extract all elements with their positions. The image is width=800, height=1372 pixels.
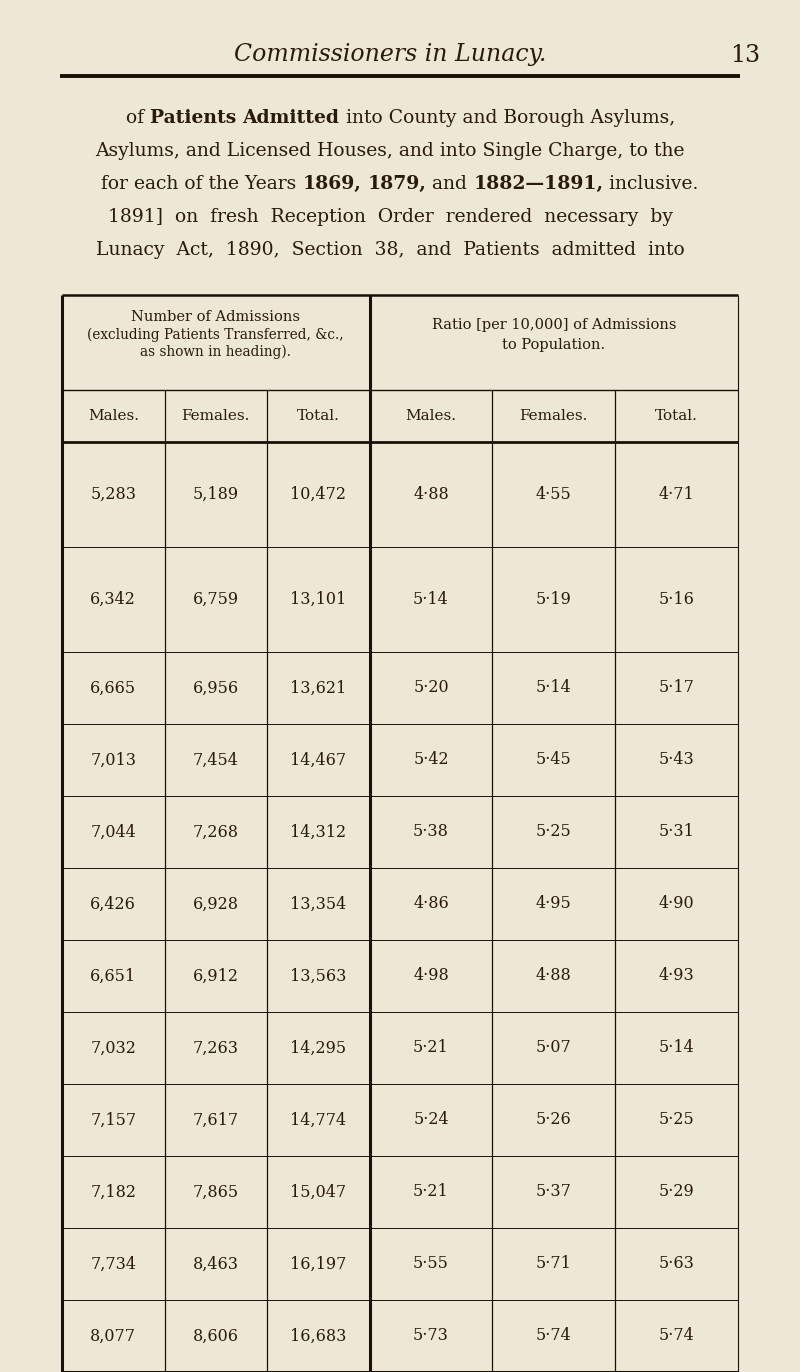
Text: 5·21: 5·21 — [413, 1040, 449, 1056]
Text: 4·88: 4·88 — [413, 486, 449, 504]
Text: Number of Admissions: Number of Admissions — [131, 310, 300, 324]
Text: Total.: Total. — [655, 409, 698, 423]
Text: 7,032: 7,032 — [90, 1040, 136, 1056]
Text: 7,734: 7,734 — [90, 1255, 136, 1272]
Text: 10,472: 10,472 — [290, 486, 346, 504]
Text: 5·19: 5·19 — [536, 591, 572, 608]
Text: 4·95: 4·95 — [536, 896, 572, 912]
Text: 4·90: 4·90 — [658, 896, 694, 912]
Text: 5,283: 5,283 — [90, 486, 136, 504]
Text: 5·42: 5·42 — [413, 752, 449, 768]
Text: 4·88: 4·88 — [536, 967, 572, 985]
Text: 5·74: 5·74 — [536, 1328, 572, 1345]
Text: 4·71: 4·71 — [658, 486, 694, 504]
Text: 5·07: 5·07 — [536, 1040, 572, 1056]
Text: 7,044: 7,044 — [90, 823, 136, 841]
Text: 1869,: 1869, — [302, 176, 362, 193]
Text: 5·37: 5·37 — [536, 1184, 572, 1200]
Text: Females.: Females. — [520, 409, 588, 423]
Text: 7,013: 7,013 — [90, 752, 136, 768]
Text: 6,956: 6,956 — [193, 679, 239, 697]
Text: Females.: Females. — [182, 409, 250, 423]
Text: Commissioners in Lunacy.: Commissioners in Lunacy. — [234, 44, 546, 66]
Text: 6,928: 6,928 — [193, 896, 238, 912]
Text: 5·16: 5·16 — [658, 591, 694, 608]
Text: 16,683: 16,683 — [290, 1328, 346, 1345]
Text: 7,865: 7,865 — [193, 1184, 239, 1200]
Text: 5·38: 5·38 — [413, 823, 449, 841]
Text: 13,354: 13,354 — [290, 896, 346, 912]
Text: into County and Borough Asylums,: into County and Borough Asylums, — [346, 108, 675, 128]
Text: 5·21: 5·21 — [413, 1184, 449, 1200]
Text: 6,759: 6,759 — [193, 591, 239, 608]
Text: 5·45: 5·45 — [536, 752, 572, 768]
Text: 14,295: 14,295 — [290, 1040, 346, 1056]
Text: 7,263: 7,263 — [193, 1040, 238, 1056]
Text: 5·55: 5·55 — [413, 1255, 449, 1272]
Text: 5·71: 5·71 — [536, 1255, 572, 1272]
Text: 5·24: 5·24 — [413, 1111, 449, 1129]
Text: 6,665: 6,665 — [90, 679, 136, 697]
Text: of: of — [126, 108, 150, 128]
Text: 13,101: 13,101 — [290, 591, 346, 608]
Text: 1879,: 1879, — [367, 176, 426, 193]
Text: 13,621: 13,621 — [290, 679, 346, 697]
Text: for each of the Years: for each of the Years — [102, 176, 302, 193]
Text: 5,189: 5,189 — [193, 486, 239, 504]
Text: 4·55: 4·55 — [536, 486, 572, 504]
Text: Patients: Patients — [150, 108, 242, 128]
Text: 14,774: 14,774 — [290, 1111, 346, 1129]
Text: 4·93: 4·93 — [658, 967, 694, 985]
Text: Asylums, and Licensed Houses, and into Single Charge, to the: Asylums, and Licensed Houses, and into S… — [95, 141, 685, 161]
Text: 5·14: 5·14 — [658, 1040, 694, 1056]
Text: 5·29: 5·29 — [658, 1184, 694, 1200]
Text: to Population.: to Population. — [502, 338, 606, 353]
Text: 5·43: 5·43 — [658, 752, 694, 768]
Text: 14,467: 14,467 — [290, 752, 346, 768]
Text: 7,454: 7,454 — [193, 752, 238, 768]
Text: Total.: Total. — [297, 409, 340, 423]
Text: 8,077: 8,077 — [90, 1328, 136, 1345]
Text: 7,617: 7,617 — [193, 1111, 239, 1129]
Text: 6,426: 6,426 — [90, 896, 136, 912]
Text: 16,197: 16,197 — [290, 1255, 346, 1272]
Text: 1882—1891,: 1882—1891, — [474, 176, 603, 193]
Text: 5·25: 5·25 — [536, 823, 572, 841]
Text: 6,651: 6,651 — [90, 967, 136, 985]
Text: 7,182: 7,182 — [90, 1184, 136, 1200]
Text: 4·98: 4·98 — [413, 967, 449, 985]
Text: 15,047: 15,047 — [290, 1184, 346, 1200]
Text: 5·14: 5·14 — [413, 591, 449, 608]
Text: and: and — [426, 176, 474, 193]
Text: 5·74: 5·74 — [658, 1328, 694, 1345]
Text: Lunacy  Act,  1890,  Section  38,  and  Patients  admitted  into: Lunacy Act, 1890, Section 38, and Patien… — [96, 241, 684, 259]
Text: 5·63: 5·63 — [658, 1255, 694, 1272]
Text: 5·25: 5·25 — [658, 1111, 694, 1129]
Text: 7,268: 7,268 — [193, 823, 238, 841]
Text: Admitted: Admitted — [242, 108, 346, 128]
Text: 5·20: 5·20 — [413, 679, 449, 697]
Text: 13: 13 — [730, 44, 760, 66]
Text: 4·86: 4·86 — [413, 896, 449, 912]
Text: Males.: Males. — [406, 409, 457, 423]
Text: 13,563: 13,563 — [290, 967, 346, 985]
Text: 8,606: 8,606 — [193, 1328, 238, 1345]
Text: 5·14: 5·14 — [536, 679, 572, 697]
Text: 6,912: 6,912 — [193, 967, 238, 985]
Text: as shown in heading).: as shown in heading). — [140, 344, 291, 359]
Text: 6,342: 6,342 — [90, 591, 136, 608]
Text: 1891]  on  fresh  Reception  Order  rendered  necessary  by: 1891] on fresh Reception Order rendered … — [107, 209, 673, 226]
Text: 14,312: 14,312 — [290, 823, 346, 841]
Text: 5·17: 5·17 — [658, 679, 694, 697]
Text: 5·26: 5·26 — [536, 1111, 572, 1129]
Text: 5·73: 5·73 — [413, 1328, 449, 1345]
Text: (excluding Patients Transferred, &c.,: (excluding Patients Transferred, &c., — [87, 328, 344, 342]
Text: 8,463: 8,463 — [193, 1255, 238, 1272]
Text: inclusive.: inclusive. — [603, 176, 698, 193]
Text: Males.: Males. — [88, 409, 138, 423]
Text: Ratio [per 10,000] of Admissions: Ratio [per 10,000] of Admissions — [431, 318, 676, 332]
Text: 7,157: 7,157 — [90, 1111, 136, 1129]
Text: 5·31: 5·31 — [658, 823, 694, 841]
